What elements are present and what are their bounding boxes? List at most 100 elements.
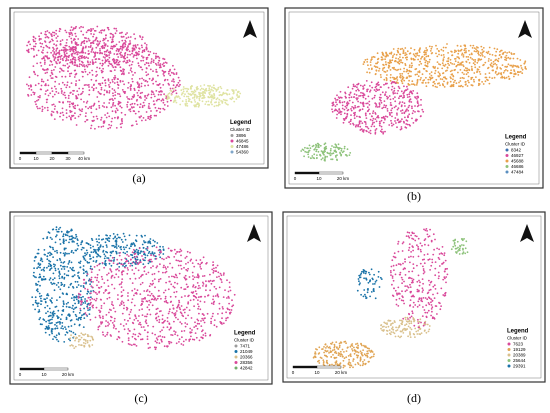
cluster-point xyxy=(123,248,126,251)
cluster-point xyxy=(397,89,399,92)
cluster-point xyxy=(138,323,140,326)
cluster-point xyxy=(85,249,88,252)
cluster-point xyxy=(64,64,66,67)
cluster-point xyxy=(434,238,436,241)
cluster-point xyxy=(351,106,353,108)
cluster-point xyxy=(212,271,215,274)
cluster-point xyxy=(126,106,129,108)
cluster-point xyxy=(411,310,414,313)
cluster-point xyxy=(361,353,363,356)
cluster-point xyxy=(158,64,160,66)
cluster-point xyxy=(463,77,465,80)
legend-swatch xyxy=(505,148,509,152)
cluster-point xyxy=(172,285,175,288)
cluster-point xyxy=(393,68,395,70)
cluster-point xyxy=(83,344,85,347)
cluster-point xyxy=(404,47,407,49)
cluster-point xyxy=(123,328,126,331)
cluster-point xyxy=(101,59,104,62)
cluster-point xyxy=(52,272,55,275)
cluster-point xyxy=(60,261,63,264)
cluster-point xyxy=(477,52,479,55)
cluster-point xyxy=(132,44,135,47)
cluster-point xyxy=(140,115,143,118)
cluster-point xyxy=(177,318,179,321)
cluster-point xyxy=(174,331,177,333)
cluster-point xyxy=(70,26,73,28)
cluster-point xyxy=(90,124,93,127)
cluster-point xyxy=(112,105,114,107)
cluster-point xyxy=(184,87,187,90)
cluster-point xyxy=(148,304,150,306)
cluster-point xyxy=(92,256,95,259)
cluster-point xyxy=(438,275,440,277)
cluster-point xyxy=(398,102,401,105)
cluster-point xyxy=(49,74,52,77)
cluster-point xyxy=(431,317,434,320)
cluster-point xyxy=(73,299,75,302)
cluster-point xyxy=(127,262,130,265)
cluster-point xyxy=(365,123,367,125)
cluster-point xyxy=(336,113,338,116)
cluster-point xyxy=(72,48,75,51)
cluster-point xyxy=(139,283,142,286)
cluster-point xyxy=(464,51,466,54)
cluster-point xyxy=(201,317,204,320)
cluster-point xyxy=(186,323,189,326)
cluster-point xyxy=(364,362,367,365)
cluster-point xyxy=(374,94,376,97)
cluster-point xyxy=(96,40,99,42)
cluster-point xyxy=(95,299,97,302)
cluster-point xyxy=(385,55,387,58)
cluster-point xyxy=(145,248,148,250)
cluster-point xyxy=(37,263,40,265)
cluster-point xyxy=(41,51,43,53)
cluster-point xyxy=(101,278,104,281)
cluster-point xyxy=(74,339,76,342)
cluster-point xyxy=(112,307,115,309)
cluster-point xyxy=(356,351,359,353)
scale-segment xyxy=(67,151,85,155)
cluster-point xyxy=(27,95,30,97)
cluster-point xyxy=(155,266,158,269)
cluster-point xyxy=(425,85,428,88)
cluster-point xyxy=(39,323,42,326)
cluster-point xyxy=(348,361,350,363)
cluster-point xyxy=(468,62,471,64)
cluster-point xyxy=(98,42,101,45)
cluster-point xyxy=(148,285,151,288)
cluster-point xyxy=(67,263,70,265)
cluster-point xyxy=(397,286,400,289)
cluster-point xyxy=(359,282,361,284)
cluster-point xyxy=(419,248,422,251)
cluster-point xyxy=(343,351,345,353)
cluster-point xyxy=(222,307,224,310)
cluster-point xyxy=(161,318,164,321)
cluster-point xyxy=(349,366,351,369)
cluster-point xyxy=(433,284,436,287)
cluster-point xyxy=(376,106,379,108)
cluster-point xyxy=(77,93,80,96)
cluster-point xyxy=(216,294,219,297)
cluster-point xyxy=(480,45,483,48)
cluster-point xyxy=(392,123,395,126)
cluster-point xyxy=(105,263,107,265)
cluster-point xyxy=(83,307,85,310)
cluster-point xyxy=(86,334,89,336)
cluster-point xyxy=(373,353,375,356)
cluster-point xyxy=(154,297,157,299)
cluster-point xyxy=(64,252,67,254)
cluster-point xyxy=(208,87,211,90)
cluster-point xyxy=(43,319,46,321)
cluster-point xyxy=(440,48,443,51)
cluster-point xyxy=(169,301,172,303)
cluster-point xyxy=(401,47,404,50)
cluster-point xyxy=(372,283,374,285)
cluster-point xyxy=(226,279,228,282)
legend-swatch xyxy=(505,154,509,157)
map-frame xyxy=(284,7,544,189)
cluster-point xyxy=(42,49,44,51)
cluster-point xyxy=(65,52,68,55)
cluster-point xyxy=(400,90,403,93)
cluster-point xyxy=(166,317,169,319)
